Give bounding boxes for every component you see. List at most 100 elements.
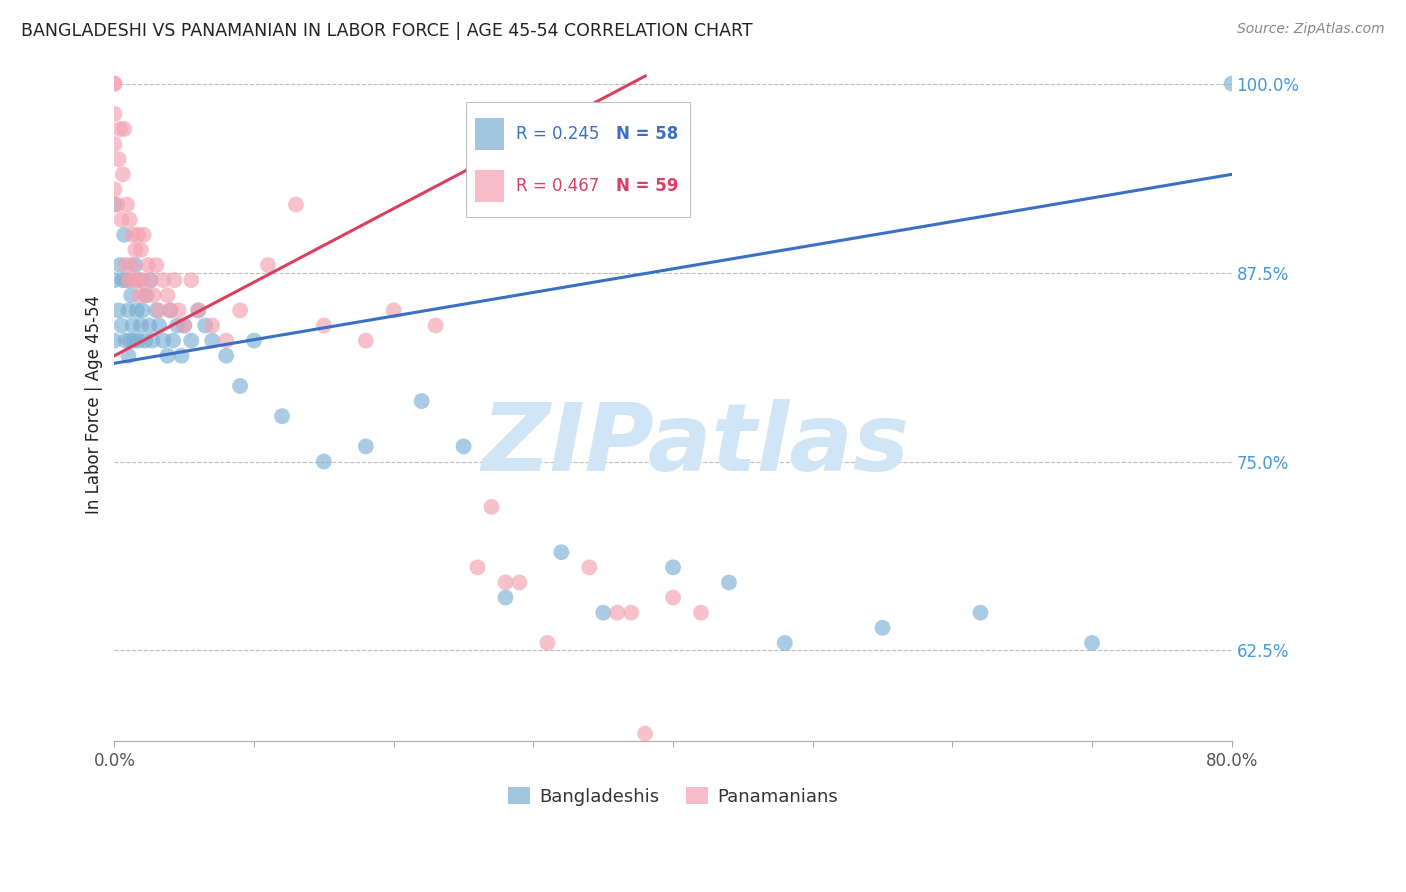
Point bbox=[773, 636, 796, 650]
Point bbox=[112, 227, 135, 242]
Point bbox=[127, 227, 149, 242]
Point bbox=[411, 394, 433, 409]
Point bbox=[481, 500, 503, 514]
Point bbox=[134, 334, 156, 348]
Point bbox=[108, 122, 131, 136]
Point bbox=[112, 122, 135, 136]
Point bbox=[124, 258, 146, 272]
Point bbox=[508, 575, 530, 590]
Point bbox=[108, 258, 131, 272]
Point bbox=[121, 227, 143, 242]
Point bbox=[354, 334, 377, 348]
Point bbox=[111, 273, 134, 287]
Point bbox=[148, 318, 170, 333]
Point bbox=[201, 318, 224, 333]
Point bbox=[690, 606, 713, 620]
Point bbox=[354, 439, 377, 453]
Point bbox=[243, 334, 266, 348]
Point bbox=[139, 273, 162, 287]
Point bbox=[124, 243, 146, 257]
Point bbox=[114, 334, 136, 348]
Point bbox=[453, 439, 475, 453]
Point bbox=[166, 318, 188, 333]
Point bbox=[215, 334, 238, 348]
Point bbox=[495, 591, 517, 605]
Text: ZIPatlas: ZIPatlas bbox=[481, 400, 910, 491]
Point bbox=[162, 334, 184, 348]
Point bbox=[118, 212, 141, 227]
Point bbox=[115, 273, 138, 287]
Point bbox=[128, 273, 150, 287]
Point bbox=[125, 303, 148, 318]
Point bbox=[138, 318, 160, 333]
Point bbox=[173, 318, 195, 333]
Point bbox=[1220, 77, 1243, 91]
Point bbox=[634, 726, 657, 740]
Point bbox=[550, 545, 572, 559]
Point bbox=[173, 318, 195, 333]
Point bbox=[118, 334, 141, 348]
Point bbox=[117, 273, 139, 287]
Point bbox=[129, 318, 152, 333]
Point bbox=[111, 167, 134, 181]
Point bbox=[495, 575, 517, 590]
Text: Source: ZipAtlas.com: Source: ZipAtlas.com bbox=[1237, 22, 1385, 37]
Point bbox=[194, 318, 217, 333]
Point bbox=[107, 152, 129, 166]
Point bbox=[152, 334, 174, 348]
Point bbox=[187, 303, 209, 318]
Point bbox=[872, 621, 894, 635]
Point bbox=[170, 349, 193, 363]
Point bbox=[578, 560, 600, 574]
Point bbox=[1081, 636, 1104, 650]
Point bbox=[620, 606, 643, 620]
Point bbox=[110, 212, 132, 227]
Point bbox=[132, 227, 155, 242]
Point bbox=[156, 349, 179, 363]
Point bbox=[312, 318, 335, 333]
Point bbox=[159, 303, 181, 318]
Point bbox=[229, 379, 252, 393]
Point bbox=[145, 303, 167, 318]
Point bbox=[139, 273, 162, 287]
Point bbox=[257, 258, 280, 272]
Point bbox=[103, 137, 125, 152]
Point bbox=[120, 258, 142, 272]
Point bbox=[120, 288, 142, 302]
Point bbox=[103, 107, 125, 121]
Point bbox=[117, 349, 139, 363]
Point bbox=[606, 606, 628, 620]
Point bbox=[121, 318, 143, 333]
Point bbox=[229, 303, 252, 318]
Point bbox=[592, 606, 614, 620]
Point bbox=[114, 258, 136, 272]
Point bbox=[125, 273, 148, 287]
Point bbox=[187, 303, 209, 318]
Point bbox=[135, 288, 157, 302]
Point bbox=[141, 334, 163, 348]
Point bbox=[148, 303, 170, 318]
Point bbox=[662, 560, 685, 574]
Point bbox=[136, 258, 159, 272]
Point bbox=[122, 273, 145, 287]
Point bbox=[131, 303, 153, 318]
Point bbox=[107, 303, 129, 318]
Point bbox=[129, 243, 152, 257]
Text: BANGLADESHI VS PANAMANIAN IN LABOR FORCE | AGE 45-54 CORRELATION CHART: BANGLADESHI VS PANAMANIAN IN LABOR FORCE… bbox=[21, 22, 752, 40]
Point bbox=[271, 409, 294, 424]
Point bbox=[285, 197, 308, 211]
Point bbox=[201, 334, 224, 348]
Point bbox=[103, 182, 125, 196]
Point bbox=[115, 197, 138, 211]
Point bbox=[103, 197, 125, 211]
Point bbox=[312, 454, 335, 468]
Point bbox=[156, 288, 179, 302]
Point bbox=[128, 288, 150, 302]
Point bbox=[180, 273, 202, 287]
Point bbox=[536, 636, 558, 650]
Point bbox=[145, 258, 167, 272]
Point bbox=[110, 318, 132, 333]
Point bbox=[103, 334, 125, 348]
Point bbox=[117, 303, 139, 318]
Point bbox=[103, 77, 125, 91]
